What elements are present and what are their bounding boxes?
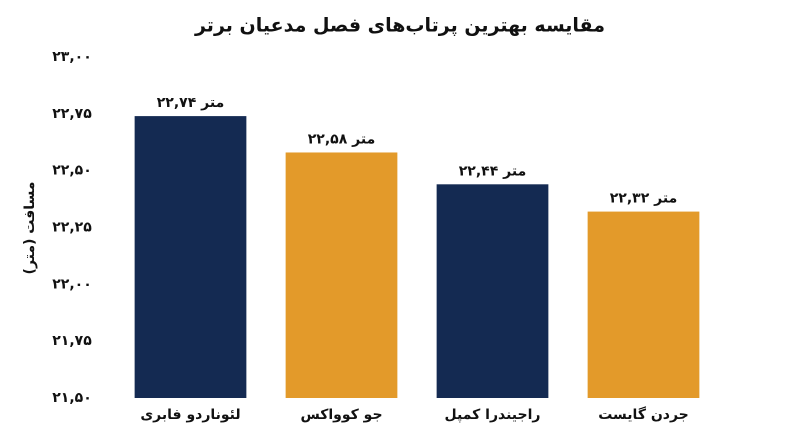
y-tick-label: ۲۲,۷۵ bbox=[52, 106, 92, 122]
chart-title: مقایسه بهترین پرتاب‌های فصل مدعیان برتر bbox=[194, 15, 605, 37]
y-tick-label: ۲۲,۰۰ bbox=[52, 276, 92, 292]
x-tick-label: راجیندرا کمپل bbox=[445, 407, 541, 423]
bar bbox=[587, 211, 700, 398]
y-axis-label: مسافت (متر) bbox=[22, 182, 38, 275]
value-label: ۲۲,۷۴ متر bbox=[157, 95, 224, 111]
x-tick-label: لئوناردو فابری bbox=[140, 407, 240, 423]
y-tick-label: ۲۱,۵۰ bbox=[52, 390, 92, 406]
y-tick-label: ۲۳,۰۰ bbox=[52, 49, 92, 65]
bar bbox=[436, 184, 549, 398]
value-label: ۲۲,۳۲ متر bbox=[610, 191, 677, 207]
bar bbox=[134, 116, 247, 399]
value-label: ۲۲,۴۴ متر bbox=[459, 163, 526, 179]
y-tick-label: ۲۱,۷۵ bbox=[52, 333, 92, 349]
x-tick-label: جو کوواکس bbox=[300, 407, 382, 423]
y-tick-label: ۲۲,۲۵ bbox=[52, 220, 92, 236]
bar bbox=[285, 152, 398, 398]
y-tick-label: ۲۲,۵۰ bbox=[52, 163, 92, 179]
value-label: ۲۲,۵۸ متر bbox=[308, 131, 375, 147]
x-tick-label: جردن گایست bbox=[598, 406, 689, 423]
